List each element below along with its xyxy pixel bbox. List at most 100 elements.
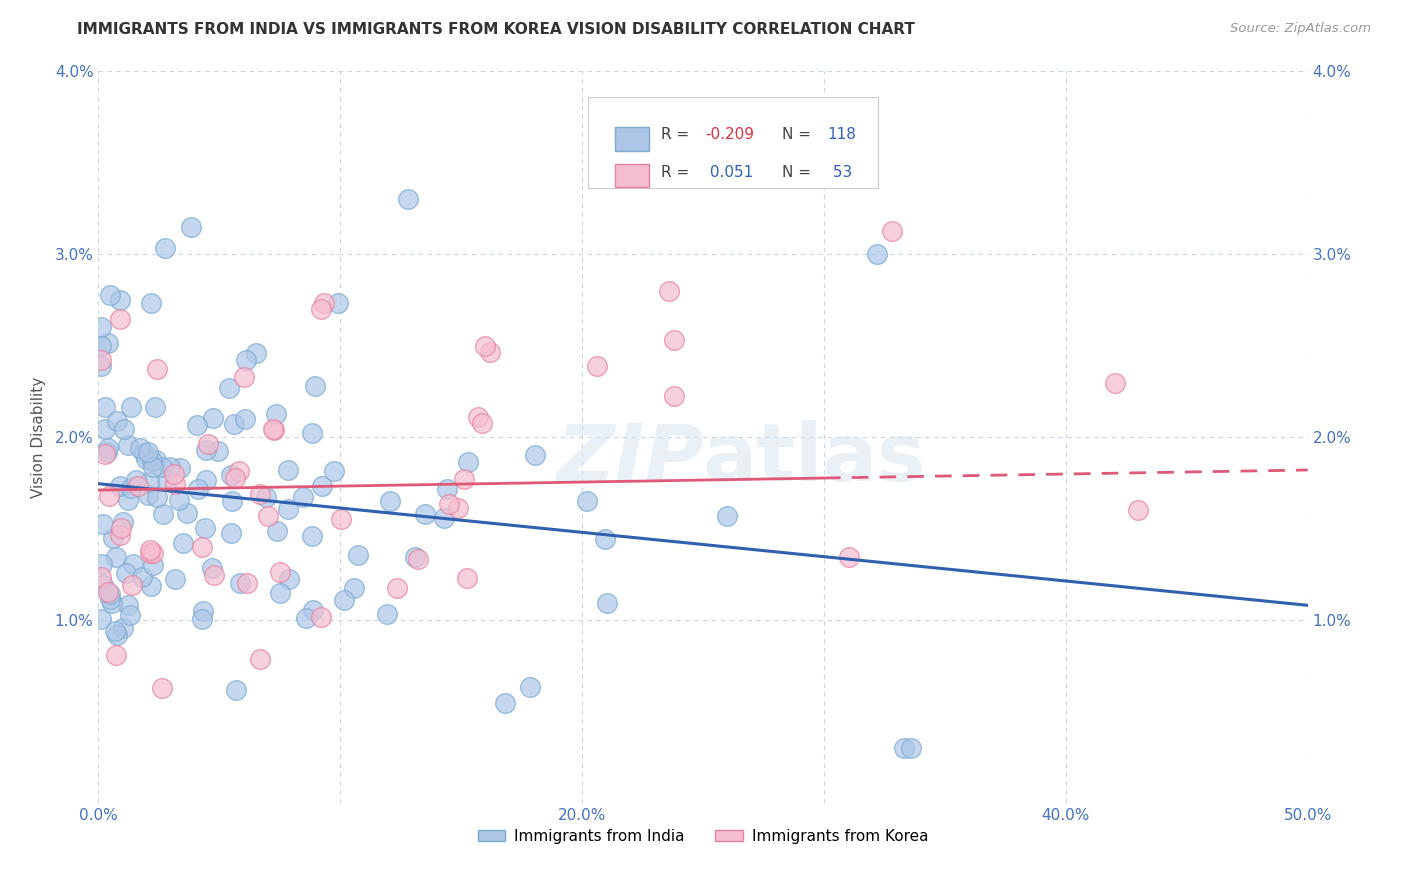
- Point: [112, 515, 135, 529]
- Point: [152, 460, 174, 475]
- Point: [343, 581, 366, 595]
- Point: [153, 241, 176, 255]
- Point: [135, 451, 157, 466]
- Point: [176, 506, 198, 520]
- Point: [662, 333, 685, 347]
- Point: [202, 411, 225, 425]
- Point: [125, 473, 148, 487]
- Point: [882, 224, 904, 238]
- Point: [302, 603, 325, 617]
- Point: [141, 454, 163, 468]
- Point: [155, 474, 177, 488]
- Point: [304, 379, 326, 393]
- Point: [346, 548, 368, 562]
- Point: [180, 220, 202, 235]
- Point: [596, 596, 619, 610]
- Point: [893, 740, 915, 755]
- Point: [332, 592, 354, 607]
- Point: [138, 488, 160, 502]
- Point: [104, 624, 127, 639]
- Text: IMMIGRANTS FROM INDIA VS IMMIGRANTS FROM KOREA VISION DISABILITY CORRELATION CHA: IMMIGRANTS FROM INDIA VS IMMIGRANTS FROM…: [77, 22, 915, 37]
- Point: [233, 412, 256, 426]
- Point: [195, 473, 218, 487]
- Point: [262, 422, 284, 436]
- Point: [112, 621, 135, 635]
- Point: [309, 302, 332, 317]
- Point: [301, 426, 323, 441]
- Point: [433, 511, 456, 525]
- Point: [207, 444, 229, 458]
- Point: [165, 476, 187, 491]
- Point: [97, 584, 120, 599]
- Point: [269, 586, 291, 600]
- Point: [254, 490, 277, 504]
- Point: [110, 293, 132, 307]
- Point: [716, 509, 738, 524]
- Point: [380, 494, 402, 508]
- Point: [404, 549, 426, 564]
- Point: [93, 578, 115, 592]
- Point: [1128, 503, 1150, 517]
- Point: [269, 566, 291, 580]
- Point: [117, 437, 139, 451]
- Point: [110, 479, 132, 493]
- Point: [194, 521, 217, 535]
- Point: [163, 467, 186, 481]
- Point: [245, 345, 267, 359]
- Point: [263, 423, 285, 437]
- Point: [219, 526, 242, 541]
- Point: [90, 352, 112, 367]
- Point: [190, 541, 212, 555]
- Point: [139, 578, 162, 592]
- Point: [576, 493, 599, 508]
- Point: [453, 472, 475, 486]
- Point: [169, 460, 191, 475]
- Point: [447, 501, 470, 516]
- Point: [194, 443, 217, 458]
- Point: [90, 612, 112, 626]
- Point: [105, 648, 128, 663]
- Point: [90, 338, 112, 352]
- Point: [257, 509, 280, 524]
- Point: [91, 517, 114, 532]
- Point: [117, 493, 139, 508]
- Point: [224, 471, 246, 485]
- Point: [127, 479, 149, 493]
- Text: 53: 53: [828, 165, 852, 180]
- Point: [90, 570, 112, 584]
- Point: [330, 512, 353, 526]
- Point: [112, 422, 135, 436]
- Point: [142, 558, 165, 573]
- FancyBboxPatch shape: [588, 97, 879, 188]
- Point: [233, 369, 256, 384]
- Text: ZIP: ZIP: [555, 420, 703, 498]
- Point: [186, 418, 208, 433]
- Point: [519, 680, 541, 694]
- Point: [224, 417, 246, 431]
- Point: [172, 535, 194, 549]
- Point: [131, 570, 153, 584]
- Point: [322, 464, 344, 478]
- Point: [187, 482, 209, 496]
- Y-axis label: Vision Disability: Vision Disability: [31, 376, 46, 498]
- Point: [221, 493, 243, 508]
- Point: [90, 359, 112, 373]
- Point: [97, 489, 120, 503]
- Point: [91, 557, 114, 571]
- FancyBboxPatch shape: [614, 128, 648, 151]
- Point: [277, 462, 299, 476]
- Point: [96, 445, 118, 459]
- Point: [129, 442, 152, 456]
- Text: -0.209: -0.209: [706, 128, 755, 143]
- Point: [108, 312, 131, 326]
- Text: 118: 118: [828, 128, 856, 143]
- Point: [494, 696, 516, 710]
- Text: Source: ZipAtlas.com: Source: ZipAtlas.com: [1230, 22, 1371, 36]
- Point: [145, 401, 167, 415]
- Point: [145, 452, 167, 467]
- Point: [396, 193, 419, 207]
- Point: [120, 401, 142, 415]
- Point: [202, 568, 225, 582]
- Point: [105, 628, 128, 642]
- Point: [98, 591, 121, 606]
